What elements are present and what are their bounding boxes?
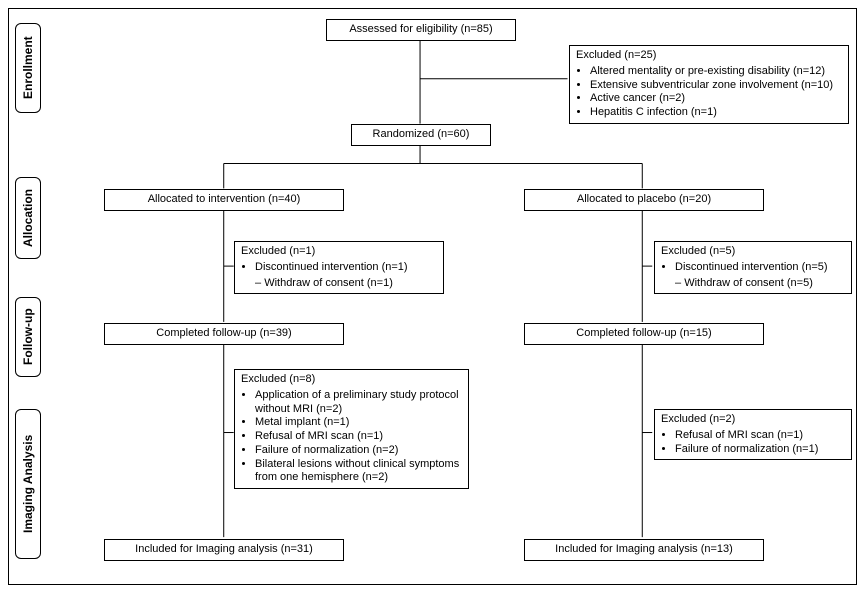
excl-enroll-list: Altered mentality or pre-existing disabi…: [576, 65, 842, 120]
excl-fu-int-item: Discontinued intervention (n=1): [255, 261, 437, 275]
excl-img-int-item: Refusal of MRI scan (n=1): [255, 430, 462, 444]
excl-img-int-list: Application of a preliminary study proto…: [241, 389, 462, 485]
excl-enroll-title: Excluded (n=25): [576, 49, 656, 61]
phase-followup: Follow-up: [15, 297, 41, 377]
phase-allocation: Allocation: [15, 177, 41, 259]
excl-fu-int-list: Discontinued intervention (n=1): [241, 261, 437, 275]
node-excluded-enrollment: Excluded (n=25) Altered mentality or pre…: [569, 45, 849, 124]
excl-enroll-item: Altered mentality or pre-existing disabi…: [590, 65, 842, 79]
excl-enroll-item: Extensive subventricular zone involvemen…: [590, 79, 842, 93]
node-excl-img-placebo: Excluded (n=2) Refusal of MRI scan (n=1)…: [654, 409, 852, 460]
flowchart-frame: Enrollment Allocation Follow-up Imaging …: [8, 8, 857, 585]
node-included-placebo: Included for Imaging analysis (n=13): [524, 539, 764, 561]
node-excl-fu-intervention: Excluded (n=1) Discontinued intervention…: [234, 241, 444, 294]
node-excl-img-intervention: Excluded (n=8) Application of a prelimin…: [234, 369, 469, 489]
node-alloc-placebo: Allocated to placebo (n=20): [524, 189, 764, 211]
excl-fu-int-sublist: Withdraw of consent (n=1): [241, 277, 437, 291]
excl-img-plc-item: Failure of normalization (n=1): [675, 443, 845, 457]
node-included-intervention: Included for Imaging analysis (n=31): [104, 539, 344, 561]
excl-fu-int-title: Excluded (n=1): [241, 245, 315, 257]
excl-fu-int-sub: Withdraw of consent (n=1): [255, 277, 437, 291]
excl-fu-plc-list: Discontinued intervention (n=5): [661, 261, 845, 275]
excl-img-int-item: Metal implant (n=1): [255, 416, 462, 430]
node-completed-intervention: Completed follow-up (n=39): [104, 323, 344, 345]
excl-enroll-item: Active cancer (n=2): [590, 92, 842, 106]
phase-enrollment: Enrollment: [15, 23, 41, 113]
node-completed-placebo: Completed follow-up (n=15): [524, 323, 764, 345]
node-alloc-intervention: Allocated to intervention (n=40): [104, 189, 344, 211]
excl-enroll-item: Hepatitis C infection (n=1): [590, 106, 842, 120]
excl-img-plc-item: Refusal of MRI scan (n=1): [675, 429, 845, 443]
excl-fu-plc-sub: Withdraw of consent (n=5): [675, 277, 845, 291]
node-randomized: Randomized (n=60): [351, 124, 491, 146]
phase-imaging: Imaging Analysis: [15, 409, 41, 559]
excl-img-int-item: Application of a preliminary study proto…: [255, 389, 462, 417]
excl-img-plc-title: Excluded (n=2): [661, 413, 735, 425]
node-excl-fu-placebo: Excluded (n=5) Discontinued intervention…: [654, 241, 852, 294]
node-assessed: Assessed for eligibility (n=85): [326, 19, 516, 41]
excl-fu-plc-sublist: Withdraw of consent (n=5): [661, 277, 845, 291]
excl-fu-plc-title: Excluded (n=5): [661, 245, 735, 257]
excl-img-plc-list: Refusal of MRI scan (n=1) Failure of nor…: [661, 429, 845, 457]
excl-img-int-item: Failure of normalization (n=2): [255, 444, 462, 458]
excl-fu-plc-item: Discontinued intervention (n=5): [675, 261, 845, 275]
excl-img-int-item: Bilateral lesions without clinical sympt…: [255, 458, 462, 486]
excl-img-int-title: Excluded (n=8): [241, 373, 315, 385]
